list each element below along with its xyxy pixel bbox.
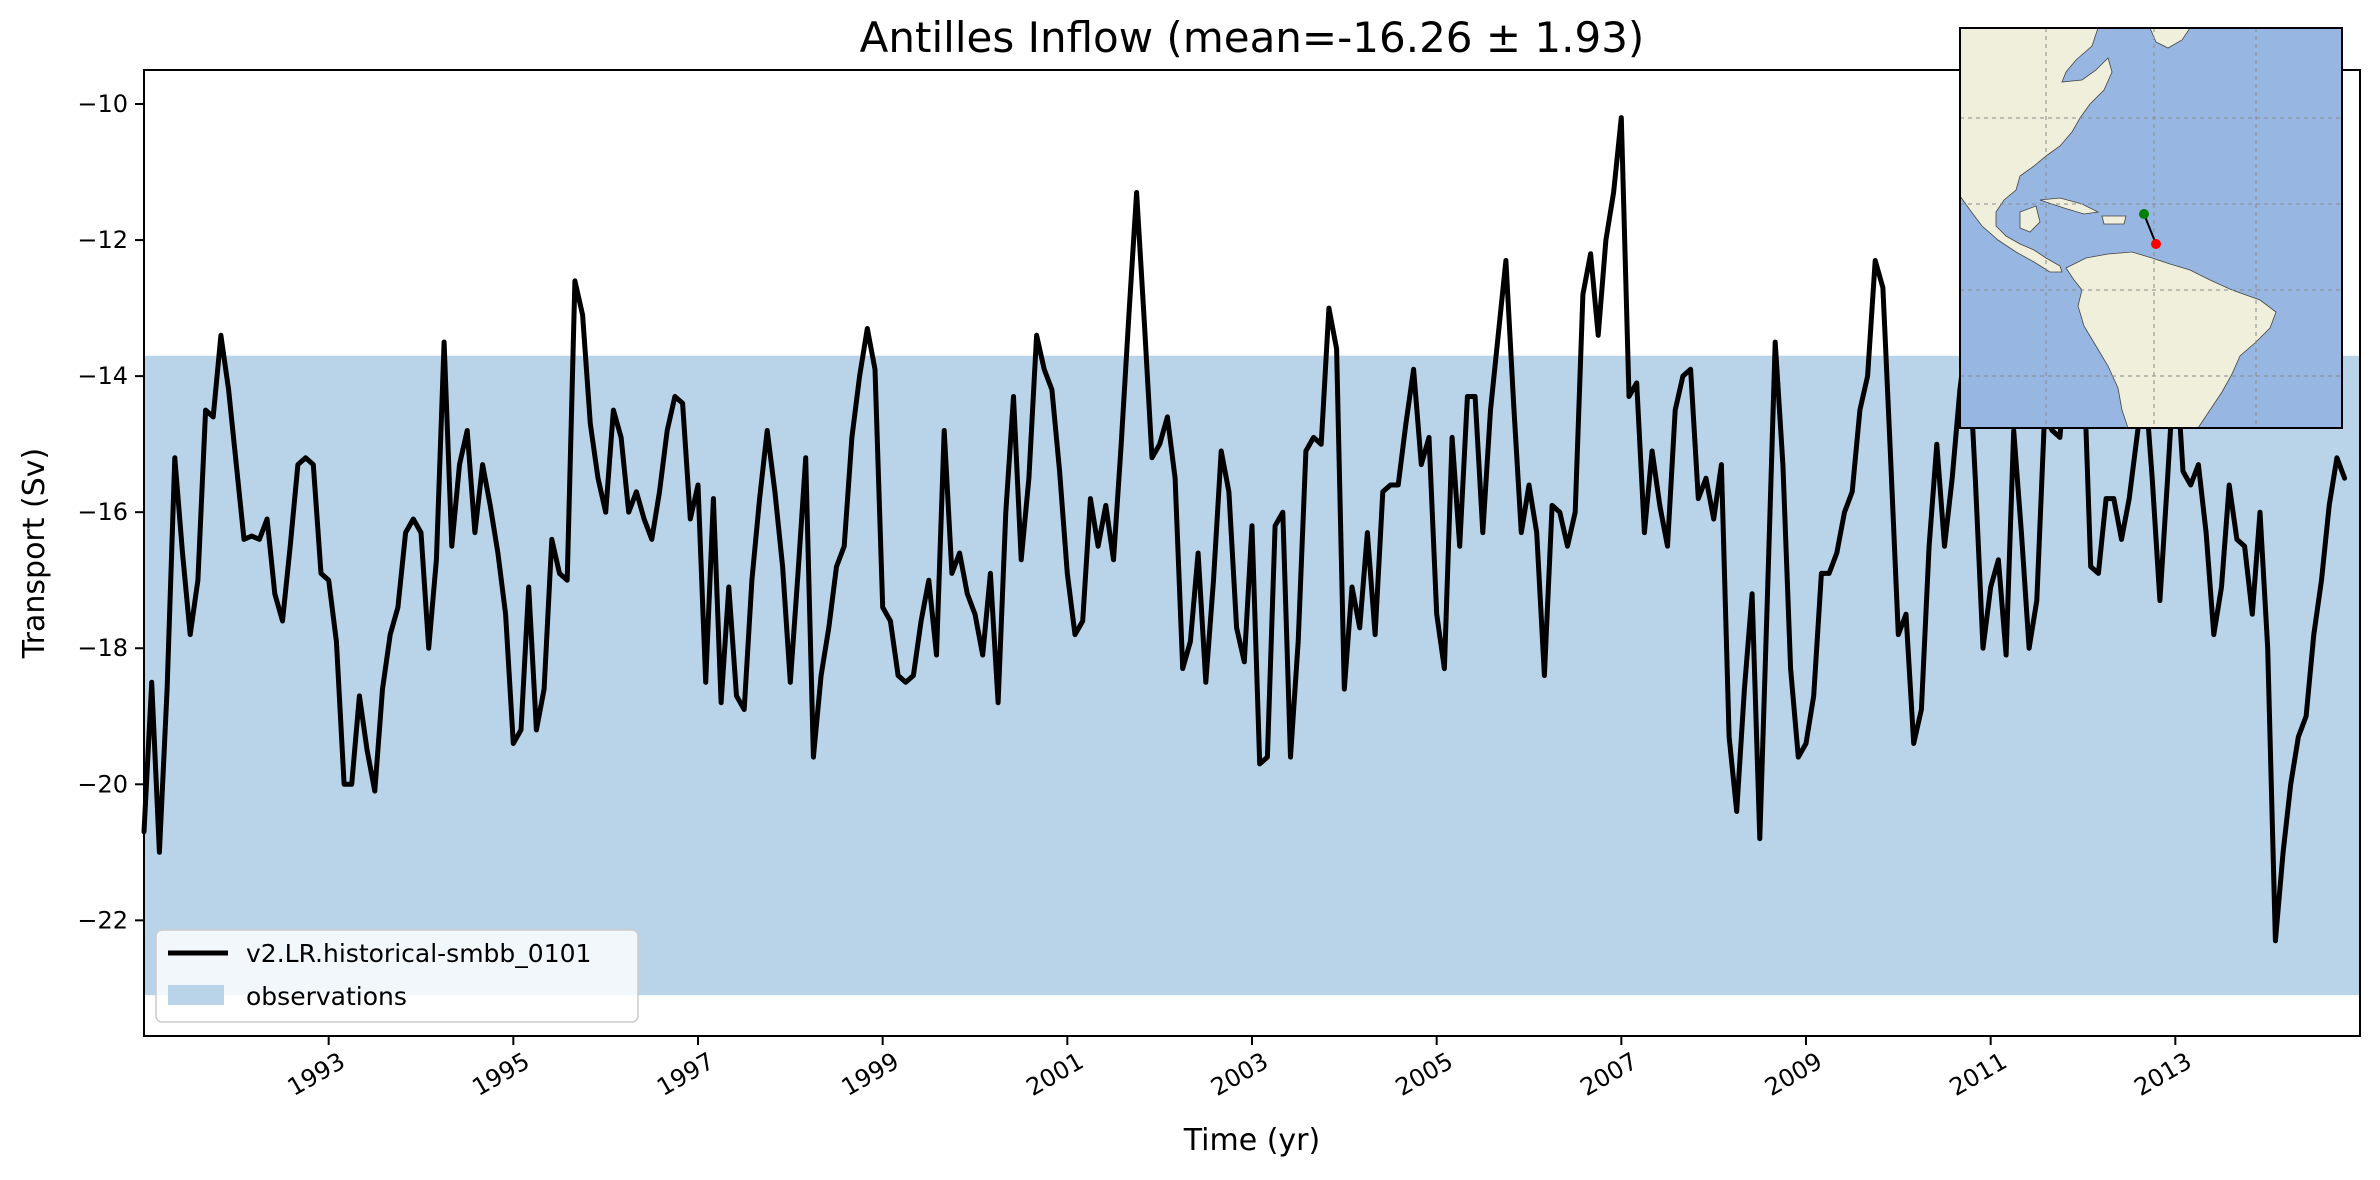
x-tick-label: 1997 xyxy=(652,1047,719,1102)
legend-label-observations: observations xyxy=(246,982,407,1011)
y-tick-label: −22 xyxy=(77,906,128,934)
map-land-cuba xyxy=(2039,197,2100,215)
y-tick-label: −10 xyxy=(77,90,128,118)
legend-box xyxy=(155,929,639,1023)
map-land-north-america xyxy=(1960,28,2113,273)
x-tick-label: 2001 xyxy=(1021,1047,1088,1102)
y-tick-label: −16 xyxy=(77,498,128,526)
y-tick-label: −18 xyxy=(77,634,128,662)
inset-map-frame xyxy=(1959,27,2343,429)
y-tick-label: −20 xyxy=(77,770,128,798)
map-transect-end-point xyxy=(2151,239,2161,249)
map-land-greenland xyxy=(2149,28,2191,49)
y-axis-title: Transport (Sv) xyxy=(17,448,52,660)
map-transect-start-point xyxy=(2139,209,2149,219)
map-land-hispaniola xyxy=(2101,215,2127,225)
x-axis-title: Time (yr) xyxy=(1183,1123,1320,1158)
y-axis-ticks: −22 −20 −18 −16 −14 −12 −10 xyxy=(77,90,144,934)
x-axis-ticks: 1993 1995 1997 1999 2001 2003 2005 2007 2009 2011… xyxy=(283,1036,2196,1102)
x-tick-label: 1995 xyxy=(467,1047,534,1102)
x-tick-label: 2009 xyxy=(1760,1047,1827,1102)
y-tick-label: −14 xyxy=(77,362,128,390)
legend: v2.LR.historical-smbb_0101 observations xyxy=(155,929,639,1023)
plot-frame xyxy=(143,69,2361,1037)
legend-label-series: v2.LR.historical-smbb_0101 xyxy=(246,939,591,968)
inset-map xyxy=(1959,27,2343,429)
x-tick-label: 1999 xyxy=(837,1047,904,1102)
x-tick-label: 2007 xyxy=(1575,1047,1642,1102)
x-tick-label: 2011 xyxy=(1945,1047,2012,1102)
observations-band xyxy=(144,355,2360,996)
legend-swatch-observations xyxy=(168,985,224,1005)
x-tick-label: 2005 xyxy=(1391,1047,1458,1102)
map-grid xyxy=(1960,28,2342,428)
series-line-historical xyxy=(141,115,2348,944)
y-tick-label: −12 xyxy=(77,226,128,254)
chart-title: Antilles Inflow (mean=-16.26 ± 1.93) xyxy=(860,13,1645,62)
x-tick-label: 1993 xyxy=(283,1047,350,1102)
x-tick-label: 2013 xyxy=(2129,1047,2196,1102)
map-transect-line xyxy=(2143,213,2157,245)
x-tick-label: 2003 xyxy=(1206,1047,1273,1102)
map-land-yucatan xyxy=(2019,205,2041,233)
map-land-south-america xyxy=(2065,251,2277,428)
